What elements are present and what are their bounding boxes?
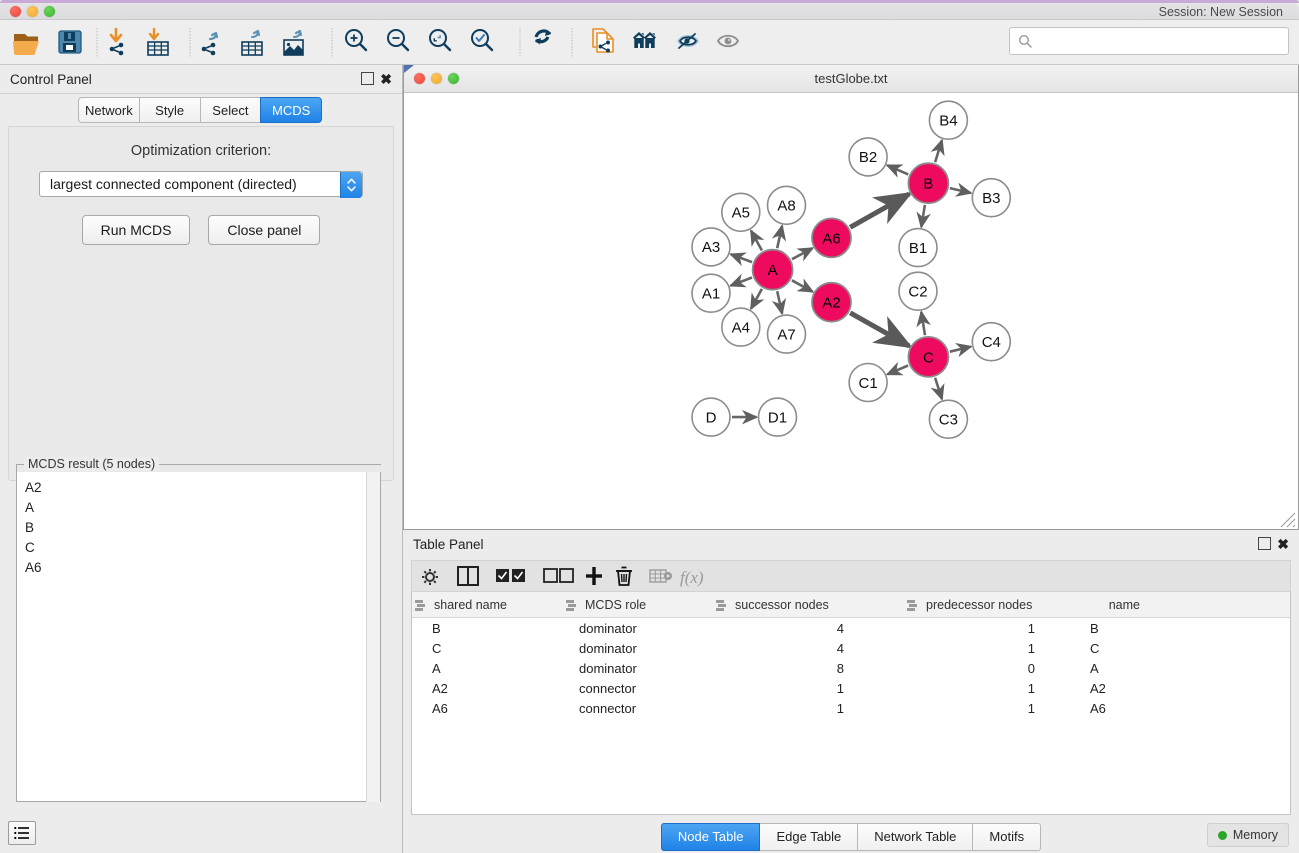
svg-text:C3: C3	[939, 412, 958, 429]
svg-text:A3: A3	[702, 239, 720, 256]
svg-text:B1: B1	[909, 240, 927, 257]
svg-text:D1: D1	[768, 409, 787, 426]
svg-text:A1: A1	[702, 286, 720, 303]
svg-text:B4: B4	[939, 113, 957, 130]
svg-text:C2: C2	[908, 284, 927, 301]
svg-text:A8: A8	[777, 198, 795, 215]
svg-text:D: D	[706, 409, 717, 426]
svg-text:A6: A6	[822, 230, 840, 247]
svg-text:A4: A4	[732, 319, 750, 336]
svg-text:A7: A7	[777, 326, 795, 343]
svg-text:B2: B2	[859, 149, 877, 166]
svg-text:A: A	[768, 262, 778, 279]
svg-text:B: B	[923, 176, 933, 193]
svg-text:C: C	[923, 349, 934, 366]
svg-text:f(x): f(x)	[680, 568, 704, 587]
svg-text:B3: B3	[982, 190, 1000, 207]
svg-text:A2: A2	[822, 295, 840, 312]
svg-text:C4: C4	[982, 334, 1001, 351]
svg-text:C1: C1	[859, 375, 878, 392]
svg-text:A5: A5	[732, 205, 750, 222]
